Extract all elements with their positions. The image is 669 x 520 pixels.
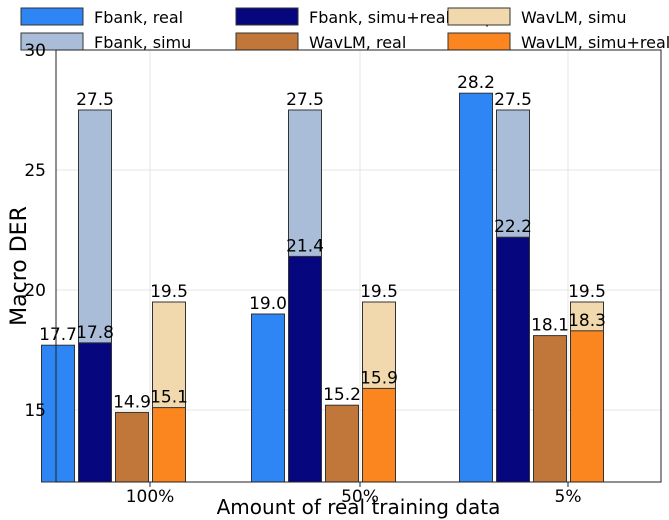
bar-value-label: 27.5	[494, 90, 532, 110]
bar-0-1	[251, 313, 285, 483]
legend-label: WavLM, simu+real adapt	[521, 33, 669, 52]
y-tick-label: 25	[24, 161, 46, 181]
y-ticks: 15 20 25 30	[24, 41, 46, 421]
bar-2-0	[78, 342, 112, 483]
bar-5-2	[570, 330, 604, 483]
legend-label: Fbank, simu	[94, 33, 191, 52]
bar-value-label: 19.5	[568, 282, 606, 302]
bar-0-2	[459, 92, 493, 483]
bar-value-label: 18.3	[568, 311, 606, 331]
legend-swatch	[235, 32, 299, 51]
legend-swatch	[20, 32, 84, 51]
data-labels: 27.5 27.5 27.5 19.5 19.5 19.5 17.7 19.0 28.2 17.8…	[39, 73, 606, 412]
bar-value-label: 27.5	[76, 90, 114, 110]
x-ticks: 100% 50% 5%	[126, 482, 582, 507]
bar-5-1	[362, 387, 396, 483]
bar-value-label: 22.2	[494, 217, 532, 237]
bar-value-label: 15.2	[323, 385, 361, 405]
bar-3-1	[325, 404, 359, 483]
y-tick-label: 30	[24, 41, 46, 61]
bars	[41, 92, 604, 483]
legend-swatch	[235, 7, 299, 26]
bar-value-label: 15.1	[150, 388, 188, 408]
x-axis-label: Amount of real training data	[217, 495, 501, 519]
bar-2-2	[496, 236, 530, 483]
bar-value-label: 17.7	[39, 325, 77, 345]
bar-value-label: 18.1	[531, 316, 569, 336]
bar-3-2	[533, 335, 567, 483]
legend-swatch	[447, 7, 511, 26]
legend-swatch	[20, 7, 84, 26]
bar-value-label: 14.9	[113, 392, 151, 412]
legend-label: WavLM, real	[309, 33, 406, 52]
x-tick-label: 50%	[341, 487, 379, 507]
y-tick-label: 15	[24, 401, 46, 421]
bar-value-label: 28.2	[457, 73, 495, 93]
legend-label: Fbank, real	[94, 8, 183, 27]
plot-frame	[55, 49, 662, 483]
bar-value-label: 27.5	[286, 90, 324, 110]
y-axis-label: Macro DER	[7, 206, 32, 326]
bar-3-0	[115, 411, 149, 483]
bar-0-0	[41, 344, 75, 483]
legend-label: WavLM, simu	[521, 8, 626, 27]
legend-swatch	[447, 32, 511, 51]
x-tick-label: 5%	[555, 487, 582, 507]
bar-value-label: 17.8	[76, 323, 114, 343]
bar-value-label: 21.4	[286, 236, 324, 256]
x-tick-label: 100%	[126, 487, 175, 507]
y-tick-label: 20	[24, 281, 46, 301]
bar-value-label: 19.5	[150, 282, 188, 302]
bar-value-label: 15.9	[360, 368, 398, 388]
bar-5-0	[152, 407, 186, 483]
bar-value-label: 19.0	[249, 294, 287, 314]
bar-value-label: 19.5	[360, 282, 398, 302]
bar-2-1	[288, 255, 322, 483]
